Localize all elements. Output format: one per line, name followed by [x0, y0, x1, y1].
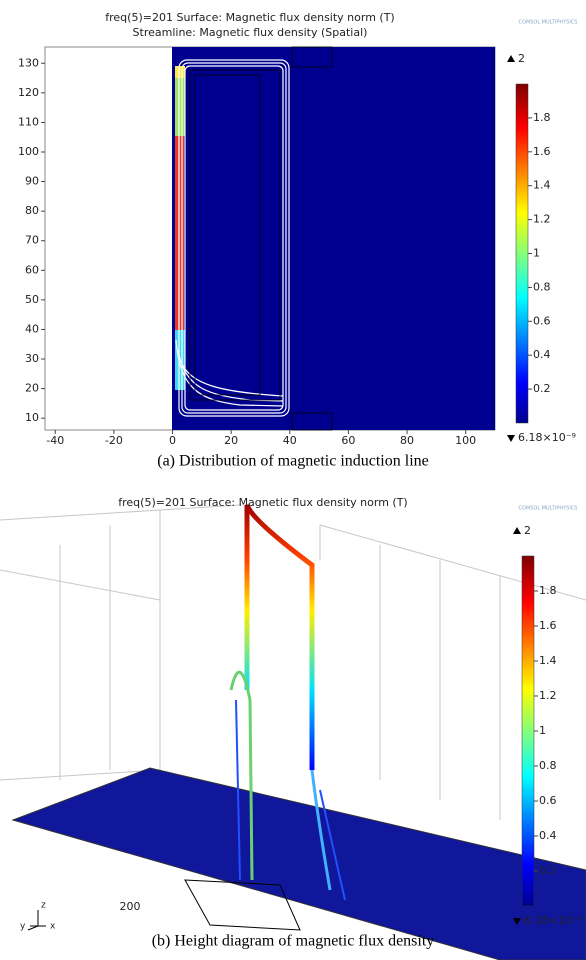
- y-tick-label: 30: [25, 352, 39, 365]
- colorbar-max: 2: [524, 524, 531, 537]
- min-arrow: [513, 918, 521, 925]
- x-tick-label: 60: [341, 434, 355, 447]
- x-tick-label: 40: [283, 434, 297, 447]
- field-plot: [44, 46, 496, 431]
- colorbar: [515, 83, 529, 424]
- y-tick-label: 90: [25, 175, 39, 188]
- colorbar-tick-label: 1.4: [539, 654, 557, 667]
- max-arrow: [507, 55, 515, 62]
- colorbar-min: 6.18×10⁻⁹: [524, 914, 582, 927]
- colorbar-tick-label: 0.8: [539, 759, 557, 772]
- logo: COMSOL MULTIPHYSICS: [519, 20, 578, 26]
- caption: (b) Height diagram of magnetic flux dens…: [152, 933, 435, 950]
- min-arrow: [507, 435, 515, 442]
- colorbar-tick-label: 1.2: [533, 213, 551, 226]
- triad-label: x: [50, 922, 56, 932]
- colorbar-tick-label: 0.8: [533, 280, 551, 293]
- panel-title: freq(5)=201 Surface: Magnetic flux densi…: [105, 11, 394, 24]
- colorbar-tick-label: 1.8: [533, 111, 551, 124]
- colorbar-tick-label: 1.8: [539, 584, 557, 597]
- colorbar-tick-label: 0.4: [539, 829, 557, 842]
- max-arrow: [513, 527, 521, 534]
- x-tick-label: 0: [169, 434, 176, 447]
- colorbar-tick-label: 1: [533, 247, 540, 260]
- colorbar-tick-label: 0.6: [539, 794, 557, 807]
- colorbar: [521, 555, 535, 907]
- colorbar-tick-label: 0.2: [539, 864, 557, 877]
- y-tick-label: 20: [25, 382, 39, 395]
- y-tick-label: 130: [18, 56, 39, 69]
- colorbar-tick-label: 1.6: [533, 145, 551, 158]
- colorbar-tick-label: 0.2: [533, 382, 551, 395]
- x-tick-label: -20: [105, 434, 123, 447]
- y-tick-label: 100: [18, 145, 39, 158]
- colorbar-tick-label: 0.6: [533, 314, 551, 327]
- panel-title: freq(5)=201 Surface: Magnetic flux densi…: [118, 496, 407, 509]
- triad-label: z: [41, 901, 46, 911]
- height-plot: [0, 503, 586, 960]
- axis-tick-label: 200: [120, 900, 141, 913]
- y-tick-label: 40: [25, 322, 39, 335]
- panel-subtitle: Streamline: Magnetic flux density (Spati…: [133, 26, 368, 39]
- y-tick-label: 120: [18, 86, 39, 99]
- colorbar-tick-label: 1.4: [533, 179, 551, 192]
- x-tick-label: 80: [400, 434, 414, 447]
- colorbar-max: 2: [518, 52, 525, 65]
- colorbar-tick-label: 0.4: [533, 348, 551, 361]
- triad-label: y: [20, 922, 26, 932]
- y-tick-label: 70: [25, 234, 39, 247]
- y-tick-label: 10: [25, 411, 39, 424]
- y-tick-label: 50: [25, 293, 39, 306]
- y-tick-label: 80: [25, 204, 39, 217]
- caption: (a) Distribution of magnetic induction l…: [157, 453, 429, 470]
- x-tick-label: 20: [224, 434, 238, 447]
- logo: COMSOL MULTIPHYSICS: [519, 506, 578, 512]
- colorbar-tick-label: 1.6: [539, 619, 557, 632]
- y-tick-label: 110: [18, 115, 39, 128]
- colorbar-tick-label: 1.2: [539, 689, 557, 702]
- x-tick-label: -40: [46, 434, 64, 447]
- colorbar-min: 6.18×10⁻⁹: [518, 431, 576, 444]
- colorbar-tick-label: 1: [539, 724, 546, 737]
- y-tick-label: 60: [25, 263, 39, 276]
- x-tick-label: 100: [455, 434, 476, 447]
